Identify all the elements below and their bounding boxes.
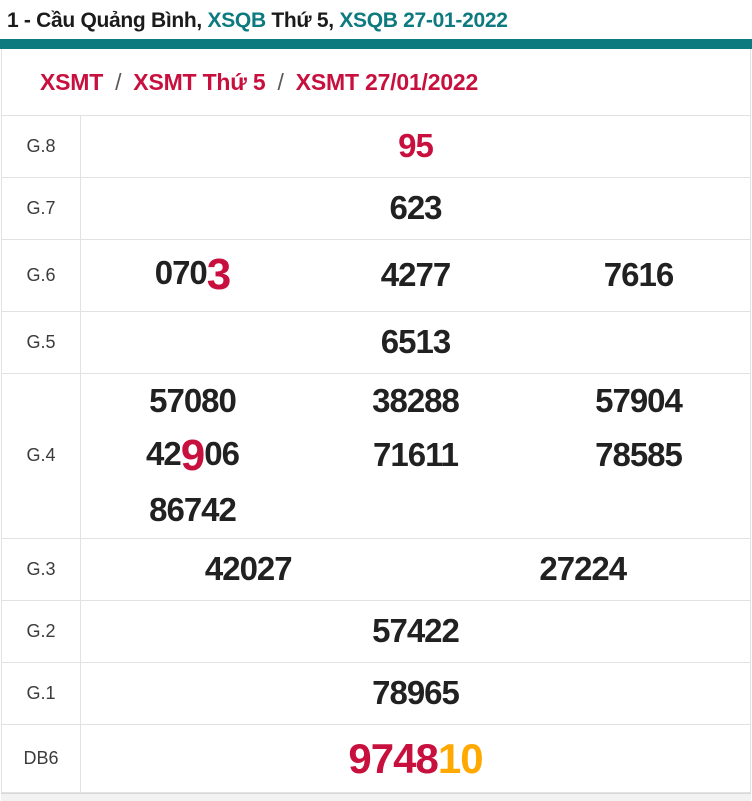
table-row: G.6 0703 4277 7616 xyxy=(2,239,750,311)
table-row: G.2 57422 xyxy=(2,599,750,662)
next-section-edge xyxy=(1,793,751,801)
prize-numbers: 78965 xyxy=(81,663,750,724)
page-header: 1 - Cầu Quảng Bình, XSQB Thứ 5, XSQB 27-… xyxy=(0,0,752,39)
lottery-number: 623 xyxy=(389,185,442,232)
table-row: G.5 6513 xyxy=(2,310,750,373)
prize-numbers: 623 xyxy=(81,178,750,239)
digits: 06 xyxy=(204,434,240,472)
highlighted-digits: 95 xyxy=(398,127,434,165)
table-row: G.3 42027 27224 xyxy=(2,537,750,600)
teal-divider-bar xyxy=(0,39,752,50)
digits: 42 xyxy=(146,434,182,472)
prize-label: G.8 xyxy=(2,116,81,178)
digits: 78585 xyxy=(595,436,683,474)
lottery-number: 57422 xyxy=(372,608,460,655)
digits: 57080 xyxy=(149,381,237,419)
breadcrumb-link-xsmt-thu5[interactable]: XSMT Thứ 5 xyxy=(133,68,266,95)
digits: 42027 xyxy=(204,549,293,587)
digits: 71611 xyxy=(373,436,459,474)
title-text-segment: Thứ 5, xyxy=(265,9,340,32)
lottery-number: 71611 xyxy=(373,432,459,479)
breadcrumb-link-xsmt-date[interactable]: XSMT 27/01/2022 xyxy=(295,68,479,95)
lottery-number: 78965 xyxy=(372,670,460,717)
prize-numbers: 6513 xyxy=(81,312,750,373)
digits: 070 xyxy=(154,254,208,292)
lottery-number: 95 xyxy=(398,123,434,170)
digits: 86742 xyxy=(149,490,237,528)
title-link-xsqb-date[interactable]: XSQB 27-01-2022 xyxy=(339,9,508,32)
prize-label: G.1 xyxy=(2,662,81,724)
prize-label: G.5 xyxy=(2,311,81,373)
prize-numbers: 42027 27224 xyxy=(81,539,750,600)
digits: 57904 xyxy=(595,381,683,419)
lottery-number: 0703 xyxy=(154,244,232,306)
prize-numbers: 57422 xyxy=(81,601,750,662)
digits: 6513 xyxy=(380,322,451,360)
prize-label: G.4 xyxy=(2,373,81,538)
breadcrumb-separator: / xyxy=(115,68,122,95)
prize-label: G.6 xyxy=(2,240,81,311)
prize-numbers: 0703 4277 7616 xyxy=(81,240,750,310)
highlighted-digits: 9 xyxy=(180,430,206,480)
table-row: DB6 974810 xyxy=(2,723,750,793)
prize-label: G.7 xyxy=(2,178,81,240)
lottery-number: 57904 xyxy=(595,378,683,425)
digits: 27224 xyxy=(539,549,627,587)
breadcrumb-separator: / xyxy=(277,68,284,95)
lottery-number: 38288 xyxy=(372,378,460,425)
highlighted-digits: 9748 xyxy=(348,734,438,782)
results-panel: XSMT / XSMT Thứ 5 / XSMT 27/01/2022 G.8 9… xyxy=(1,49,751,794)
title-link-xsqb[interactable]: XSQB xyxy=(207,9,267,32)
lottery-number: 27224 xyxy=(539,546,627,593)
table-row: G.8 95 xyxy=(2,115,750,178)
digits: 7616 xyxy=(603,255,674,293)
breadcrumb: XSMT / XSMT Thứ 5 / XSMT 27/01/2022 xyxy=(2,49,750,115)
prize-numbers: 974810 xyxy=(81,725,750,793)
lottery-number: 57080 xyxy=(149,378,237,425)
lottery-number: 86742 xyxy=(149,487,237,534)
lottery-number: 4277 xyxy=(380,252,451,299)
table-row: G.1 78965 xyxy=(2,661,750,724)
digits: 78965 xyxy=(372,673,460,711)
breadcrumb-link-xsmt[interactable]: XSMT xyxy=(40,68,104,95)
digits: 4277 xyxy=(380,255,451,293)
digits: 38288 xyxy=(372,381,460,419)
lottery-number: 78585 xyxy=(595,432,683,479)
lottery-number: 7616 xyxy=(603,252,674,299)
lottery-number: 974810 xyxy=(348,729,484,789)
prize-numbers: 57080 38288 57904 42906 71611 78585 86742 xyxy=(81,374,750,538)
lottery-number: 6513 xyxy=(380,319,451,366)
lottery-number: 42906 xyxy=(146,425,240,487)
prize-label: G.2 xyxy=(2,600,81,662)
prize-numbers: 95 xyxy=(81,116,750,177)
table-row: G.7 623 xyxy=(2,177,750,240)
highlighted-digits: 3 xyxy=(206,250,232,300)
highlighted-digits: 10 xyxy=(437,734,484,782)
table-row: G.4 57080 38288 57904 42906 71611 78585 86742 xyxy=(2,372,750,538)
digits: 623 xyxy=(389,189,442,227)
prize-label: DB6 xyxy=(2,724,81,793)
prize-label: G.3 xyxy=(2,538,81,600)
digits: 57422 xyxy=(372,611,460,649)
page-title: 1 - Cầu Quảng Bình, XSQB Thứ 5, XSQB 27-… xyxy=(7,8,745,33)
results-rows: G.8 95 G.7 623 G.6 0703 4277 7616 G.5 6513 G.4 5708… xyxy=(2,115,750,793)
lottery-number: 42027 xyxy=(204,546,293,593)
title-text-segment: 1 - Cầu Quảng Bình, xyxy=(7,9,208,32)
